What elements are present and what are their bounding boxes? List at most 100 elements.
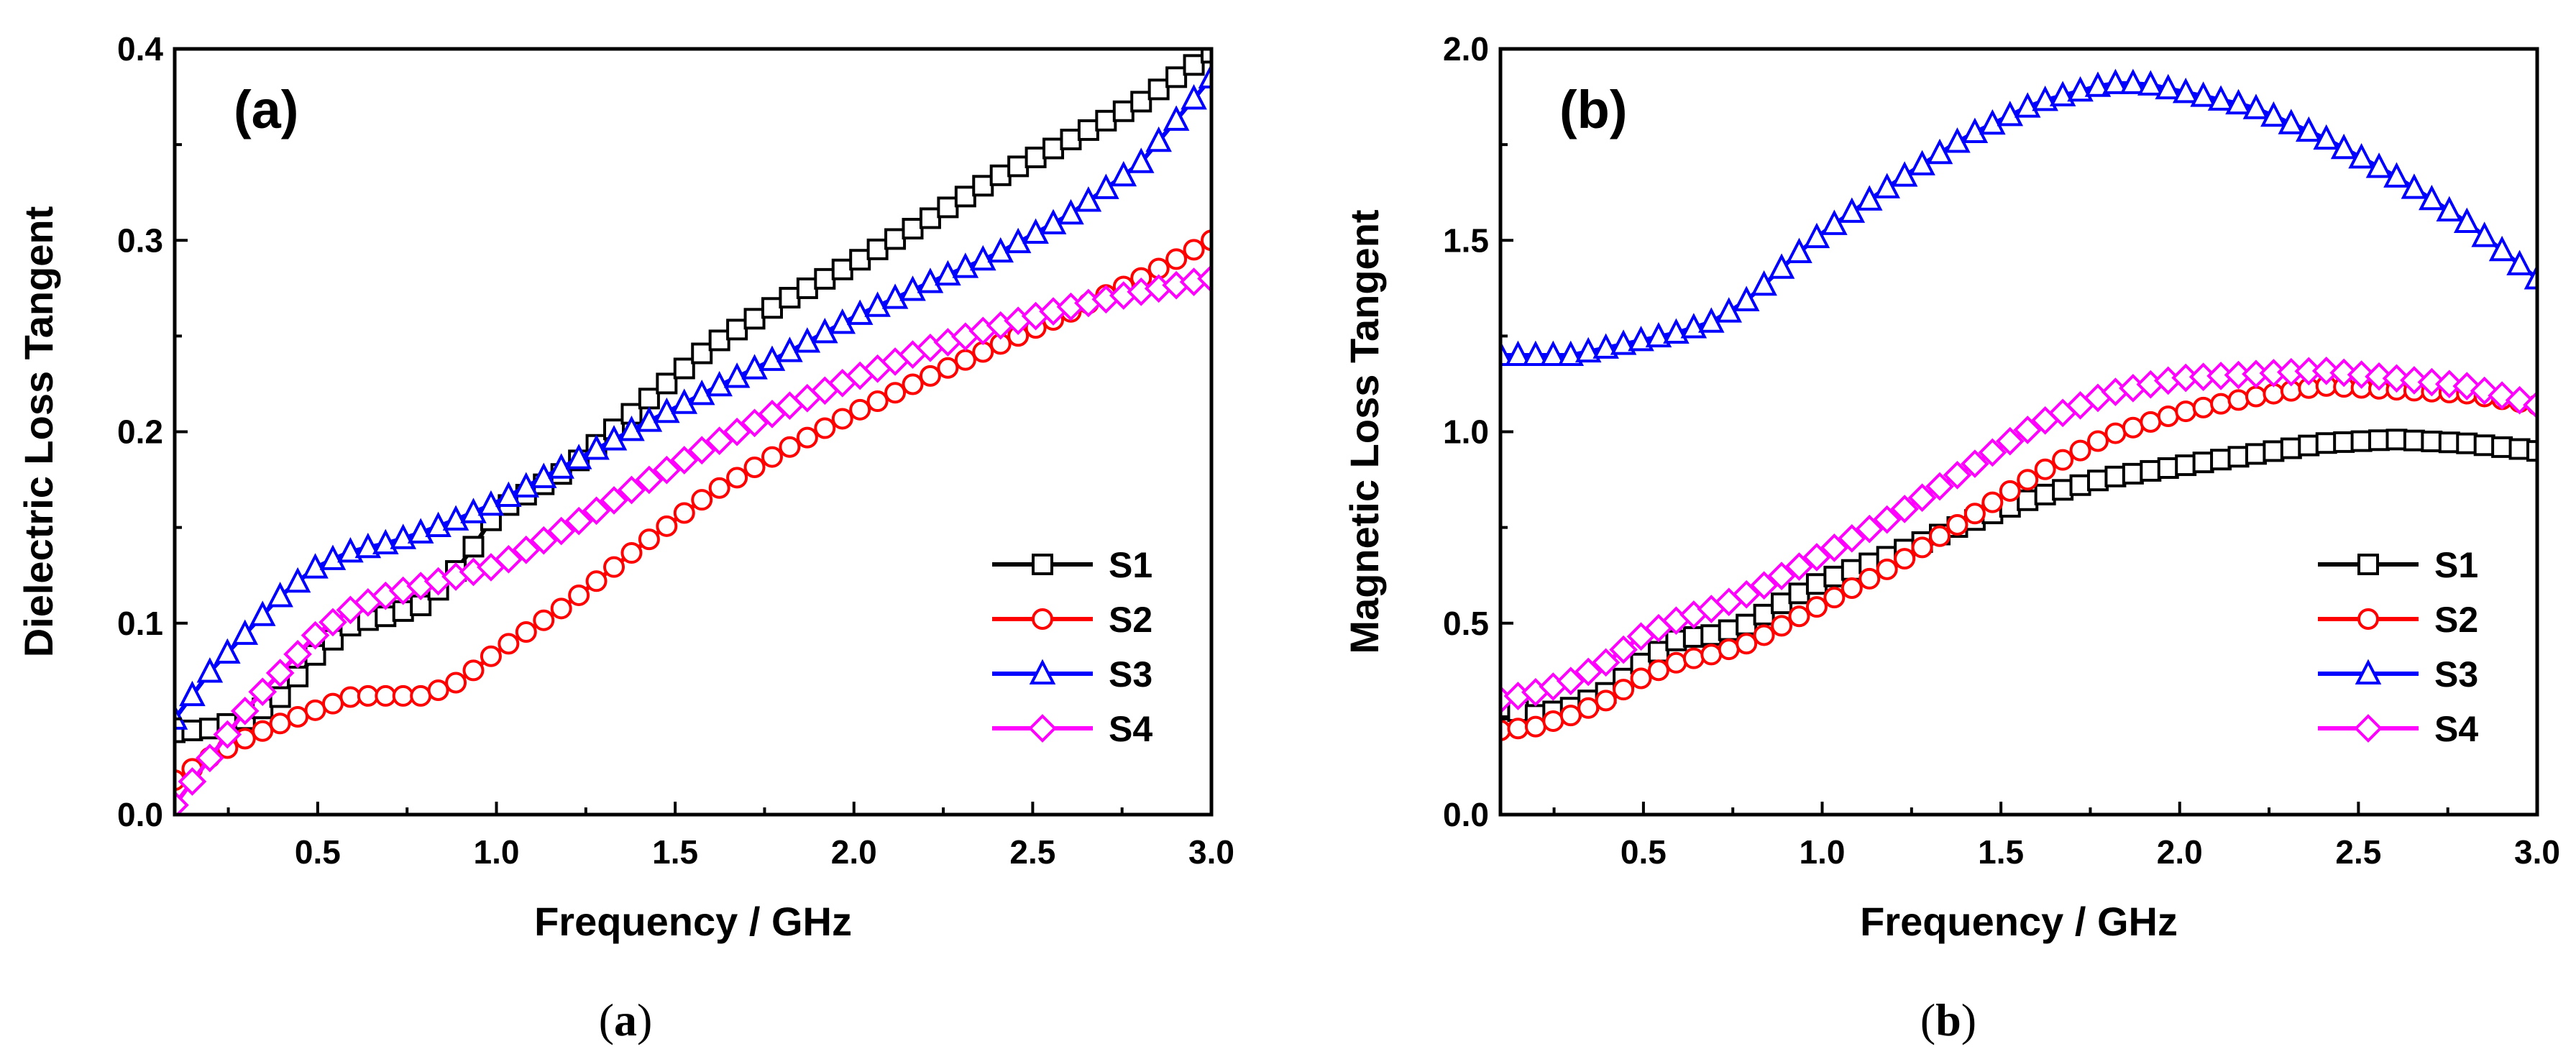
data-point-s3 xyxy=(1645,321,1672,348)
data-point-s2 xyxy=(1700,643,1723,666)
data-point-s3 xyxy=(935,260,961,286)
data-point-s4 xyxy=(1907,483,1937,513)
data-point-s1 xyxy=(779,287,801,309)
data-point-s1 xyxy=(1201,49,1211,64)
x-tick-label-a: 3.0 xyxy=(1188,833,1234,871)
data-point-s1 xyxy=(1007,155,1030,178)
x-tick-label-b: 0.5 xyxy=(1621,833,1667,871)
data-point-s3 xyxy=(2383,162,2410,188)
data-point-s2 xyxy=(1911,536,1933,559)
data-point-s4 xyxy=(2400,366,2429,395)
data-point-s3 xyxy=(2067,75,2094,102)
data-point-s2 xyxy=(2175,400,2197,423)
data-point-s1 xyxy=(1077,119,1099,141)
series-s4-b xyxy=(1500,357,2537,715)
data-point-s4 xyxy=(564,506,593,536)
data-point-s3 xyxy=(2436,196,2463,222)
y-tick-label-b: 2.0 xyxy=(1443,30,1489,68)
data-point-s4 xyxy=(178,767,207,796)
data-point-s3 xyxy=(284,567,311,593)
data-point-s4 xyxy=(2329,358,2358,388)
data-point-s1 xyxy=(673,357,695,380)
data-point-s3 xyxy=(2488,235,2516,262)
data-point-s2 xyxy=(603,556,625,578)
data-point-s2 xyxy=(585,570,608,592)
data-point-s2 xyxy=(339,686,362,708)
data-point-s1 xyxy=(1805,573,1828,595)
data-point-s3 xyxy=(741,354,768,380)
data-point-s3 xyxy=(654,397,680,423)
data-point-s3 xyxy=(2014,92,2041,118)
data-point-s2 xyxy=(269,713,291,735)
data-point-s2 xyxy=(1524,715,1546,738)
data-point-s3 xyxy=(2119,68,2147,94)
data-point-s2 xyxy=(2245,385,2267,408)
data-point-s4 xyxy=(494,545,523,574)
data-point-s3 xyxy=(846,299,874,325)
data-point-s1 xyxy=(902,218,924,240)
data-point-s1 xyxy=(2157,457,2179,479)
data-point-s4 xyxy=(617,475,646,505)
data-point-s1 xyxy=(2385,429,2408,451)
data-point-s1 xyxy=(866,238,889,260)
data-point-s3 xyxy=(881,283,909,309)
data-point-s1 xyxy=(2086,469,2109,492)
data-point-s1 xyxy=(1823,565,1846,587)
data-point-s1 xyxy=(2052,479,2074,501)
data-point-s1 xyxy=(743,308,766,330)
data-point-s1 xyxy=(2227,446,2250,468)
data-point-s4 xyxy=(1943,460,1972,490)
data-point-s3 xyxy=(2190,81,2217,107)
data-point-s2 xyxy=(1201,229,1211,252)
data-point-s1 xyxy=(1788,582,1810,605)
data-point-s4 xyxy=(1995,426,2025,456)
data-point-s3 xyxy=(1751,270,1777,296)
data-point-s3 xyxy=(618,416,645,441)
data-point-s3 xyxy=(2453,207,2480,233)
data-point-s1 xyxy=(2175,454,2197,477)
panel-a: 0.5 1.0 1.5 2.0 2.5 3.0 0.0 0.1 0.2 0.3 0.4 Frequen… xyxy=(16,30,1234,944)
data-point-s1 xyxy=(691,342,713,365)
x-tick-label-b: 2.5 xyxy=(2335,833,2381,871)
data-point-s2 xyxy=(1929,525,1951,547)
data-point-s3 xyxy=(1522,340,1549,366)
data-point-s3 xyxy=(969,244,996,271)
plot-area-a xyxy=(175,49,1211,815)
data-point-s2 xyxy=(2192,396,2214,418)
data-point-s3 xyxy=(1127,147,1155,173)
data-point-s4 xyxy=(1197,264,1211,293)
x-tick-label-b: 3.0 xyxy=(2514,833,2560,871)
data-point-s2 xyxy=(1981,491,2004,513)
data-point-s1 xyxy=(1183,54,1205,76)
legend-label-s2: S2 xyxy=(2434,600,2478,640)
data-point-s2 xyxy=(1753,624,1775,646)
data-point-s4 xyxy=(265,659,295,687)
data-point-s4 xyxy=(230,696,260,725)
series-s1-b xyxy=(1500,429,2537,726)
data-point-s2 xyxy=(2140,411,2162,433)
data-point-s4 xyxy=(248,677,278,707)
data-point-s3 xyxy=(2032,86,2058,111)
x-tick-label-a: 1.0 xyxy=(474,833,520,871)
data-point-s3 xyxy=(513,472,540,498)
data-point-s1 xyxy=(2438,431,2460,454)
data-point-s2 xyxy=(1894,548,1916,570)
data-point-s1 xyxy=(2456,432,2478,454)
series-s3-b xyxy=(1500,68,2537,366)
data-point-s3 xyxy=(337,537,364,563)
caption-a: (a) xyxy=(599,994,653,1045)
data-point-s3 xyxy=(196,657,224,683)
legend-a: S1 S2 S3 S4 xyxy=(992,545,1152,749)
data-point-s3 xyxy=(214,638,241,664)
data-point-s3 xyxy=(1540,340,1567,366)
data-point-s2 xyxy=(1946,514,1968,536)
data-point-s2 xyxy=(410,684,432,707)
y-tick-label-b: 1.0 xyxy=(1443,413,1489,451)
data-point-s4 xyxy=(283,640,312,669)
data-point-s3 xyxy=(1110,160,1137,187)
data-point-s3 xyxy=(1163,105,1190,131)
data-point-s4 xyxy=(600,486,628,515)
x-axis-title-a: Frequency / GHz xyxy=(534,899,852,944)
data-point-s2 xyxy=(814,417,836,439)
